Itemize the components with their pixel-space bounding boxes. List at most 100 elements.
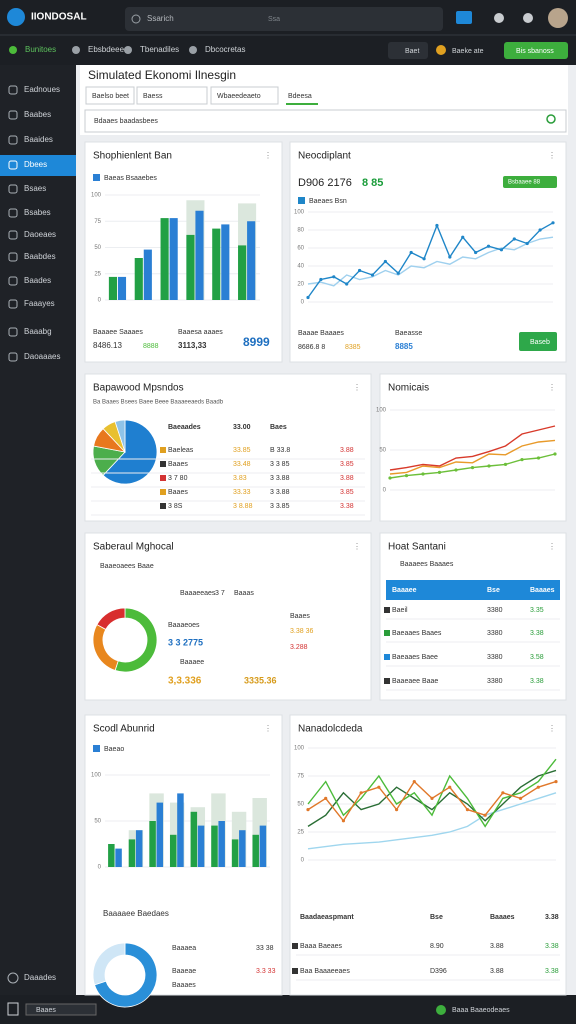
- nav-tab[interactable]: Dbcocretas: [205, 45, 245, 54]
- y-tick-label: 0: [383, 488, 387, 494]
- icon-button[interactable]: [456, 11, 472, 24]
- table-header-cell: Baes: [270, 424, 287, 431]
- bar: [108, 844, 115, 867]
- filter-box[interactable]: [210, 86, 279, 105]
- line-series: [307, 758, 557, 828]
- line-series: [307, 769, 557, 827]
- card-menu: ⋮: [353, 383, 361, 392]
- table-cell: 3 8.88: [233, 503, 253, 510]
- legend-swatch: [298, 197, 305, 204]
- search-placeholder[interactable]: Bdaaes baadasbees: [94, 118, 158, 125]
- line-point: [377, 785, 381, 789]
- avatar[interactable]: [548, 8, 568, 28]
- nav-tab[interactable]: Ebsbdeees: [88, 45, 128, 54]
- sidebar-item[interactable]: Bsaes: [24, 184, 46, 193]
- bar: [115, 848, 122, 867]
- search-icon: [546, 114, 556, 124]
- button-label[interactable]: Baeke ate: [452, 48, 484, 55]
- line-point: [553, 452, 557, 456]
- search-box[interactable]: [84, 109, 567, 133]
- row-icon: [292, 968, 298, 974]
- y-tick-label: 60: [297, 246, 304, 252]
- filter-box[interactable]: [136, 86, 208, 105]
- button[interactable]: [504, 42, 568, 59]
- sidebar-item[interactable]: Daoeaes: [24, 230, 56, 239]
- button-label[interactable]: Baet: [405, 48, 419, 55]
- sidebar-item[interactable]: Baabes: [24, 110, 51, 119]
- line-point: [421, 472, 425, 476]
- sidebar-item[interactable]: Baades: [24, 276, 51, 285]
- bar: [156, 802, 164, 867]
- row-icon: [160, 461, 166, 467]
- nav-tab[interactable]: Bunitoes: [25, 45, 56, 54]
- line-point: [465, 808, 470, 812]
- table-cell: 3 3 85: [270, 461, 290, 468]
- row-icon: [292, 943, 298, 949]
- card-menu: ⋮: [548, 151, 556, 160]
- line-point: [551, 221, 555, 225]
- button[interactable]: [388, 42, 428, 59]
- card-menu: ⋮: [548, 724, 556, 733]
- table-cell: 8.90: [430, 943, 444, 950]
- bar: [160, 218, 169, 300]
- table-cell: 3 3.88: [270, 475, 290, 482]
- card-text: Baaaeeaes: [180, 590, 216, 597]
- line-point: [324, 796, 328, 801]
- sidebar-item[interactable]: Daaades: [24, 973, 56, 982]
- button[interactable]: [519, 332, 557, 351]
- search-box[interactable]: [125, 7, 443, 31]
- line-point: [487, 464, 491, 468]
- filter-label[interactable]: Wbaeedeaeto: [217, 93, 261, 100]
- table-cell: 3.38: [545, 943, 559, 950]
- header-tab[interactable]: Bdeesa: [288, 93, 312, 100]
- icon-button[interactable]: [494, 13, 504, 23]
- badge: [503, 176, 557, 188]
- filter-label[interactable]: Baess: [143, 93, 163, 100]
- line-point: [435, 223, 439, 228]
- line-point: [499, 248, 504, 252]
- filter-label[interactable]: Baelso beet: [92, 93, 129, 100]
- line-point: [461, 235, 465, 239]
- row-icon: [160, 447, 166, 453]
- bar: [247, 221, 256, 300]
- line-point: [404, 474, 409, 478]
- table-cell: 33.85: [233, 447, 251, 454]
- filter-box[interactable]: [85, 86, 135, 105]
- sidebar-item[interactable]: Baaides: [24, 135, 53, 144]
- table-cell: 3.38: [530, 678, 544, 685]
- card-text: Baaaee Saaaes: [93, 329, 143, 336]
- status-field: [25, 1003, 97, 1016]
- bar: [128, 839, 136, 867]
- table-cell: 3380: [487, 654, 503, 661]
- sidebar-item[interactable]: Bsabes: [24, 208, 51, 217]
- table-header-cell: 33.00: [233, 424, 251, 431]
- line-point: [370, 273, 375, 277]
- sidebar-item[interactable]: Faaayes: [24, 299, 55, 308]
- table-header-cell: Bse: [430, 914, 443, 921]
- card-text: 3335.36: [244, 675, 277, 685]
- table-header-cell: Bse: [487, 587, 500, 594]
- sidebar-item[interactable]: Daoaaaes: [24, 352, 60, 361]
- line-point: [388, 476, 392, 480]
- card-text: Baaaaee Baedaes: [103, 909, 169, 918]
- search-placeholder[interactable]: Ssarich: [147, 14, 174, 23]
- sidebar-item[interactable]: Baaabg: [24, 327, 52, 336]
- line-point: [536, 456, 541, 460]
- sidebar-icon: [8, 352, 18, 362]
- line-point: [512, 237, 516, 241]
- icon-button[interactable]: [523, 13, 533, 23]
- sidebar-icon: [8, 276, 18, 286]
- sidebar-item[interactable]: Eadnoues: [24, 85, 60, 94]
- donut-slice: [92, 942, 126, 986]
- card-menu: ⋮: [548, 383, 556, 392]
- card-text: Baaes: [290, 613, 310, 620]
- card-text: Baaeae: [172, 968, 196, 975]
- button-label[interactable]: Bis sbanoss: [516, 48, 554, 55]
- card-title: Saberaul Mghocal: [93, 542, 174, 553]
- nav-tab[interactable]: Tbenadiles: [140, 45, 179, 54]
- sidebar-item[interactable]: Baabdes: [24, 252, 56, 261]
- row-icon: [384, 607, 390, 613]
- table-cell: 3.38: [545, 968, 559, 975]
- line-point: [359, 791, 363, 795]
- sidebar-item[interactable]: Dbees: [24, 160, 47, 169]
